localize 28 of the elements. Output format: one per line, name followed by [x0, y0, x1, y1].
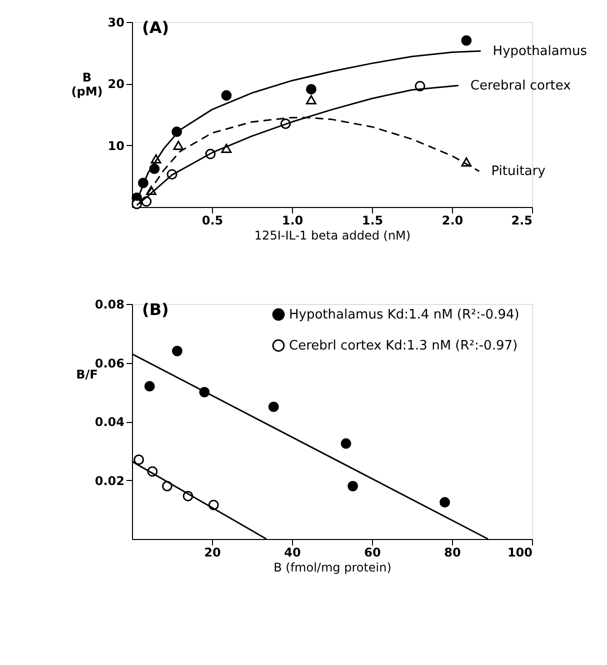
y-axis-title: B/F	[76, 368, 98, 382]
legend-label: Cerebrl cortex Kd:1.3 nM (R²:-0.97)	[289, 338, 518, 354]
x-tick-label: 60	[364, 546, 381, 560]
x-axis-title: 125I-IL-1 beta added (nM)	[254, 228, 411, 242]
x-tick-label: 0.5	[202, 214, 224, 228]
x-tick-label: 20	[204, 546, 221, 560]
y-tick-label: 0.02	[94, 474, 124, 488]
x-tick-label: 2.0	[442, 214, 464, 228]
chart-title: (A)	[142, 18, 170, 37]
y-tick-label: 10	[108, 138, 124, 153]
x-tick-label: 1.5	[362, 214, 384, 228]
y-tick-label: 0.08	[94, 298, 124, 312]
x-tick-label: 80	[444, 546, 461, 560]
x-axis-title: B (fmol/mg protein)	[274, 560, 392, 574]
x-tick-label: 40	[284, 546, 301, 560]
series-label: Pituitary	[491, 164, 546, 180]
x-tick-label: 100	[507, 546, 532, 560]
y-tick-label: 0.04	[94, 415, 124, 429]
y-axis-title: B (pM)	[71, 70, 103, 98]
x-tick-label: 1.0	[282, 214, 304, 228]
series-label: Cerebral cortex	[470, 78, 572, 94]
y-tick-label: 30	[108, 16, 124, 30]
y-tick-label: 0.06	[94, 356, 124, 370]
legend-label: Hypothalamus Kd:1.4 nM (R²:-0.94)	[289, 308, 520, 322]
y-tick-label: 20	[108, 77, 124, 92]
series-label: Hypothalamus	[492, 44, 588, 59]
x-tick-label: 2.5	[511, 214, 532, 228]
chart-title: (B)	[142, 300, 169, 319]
